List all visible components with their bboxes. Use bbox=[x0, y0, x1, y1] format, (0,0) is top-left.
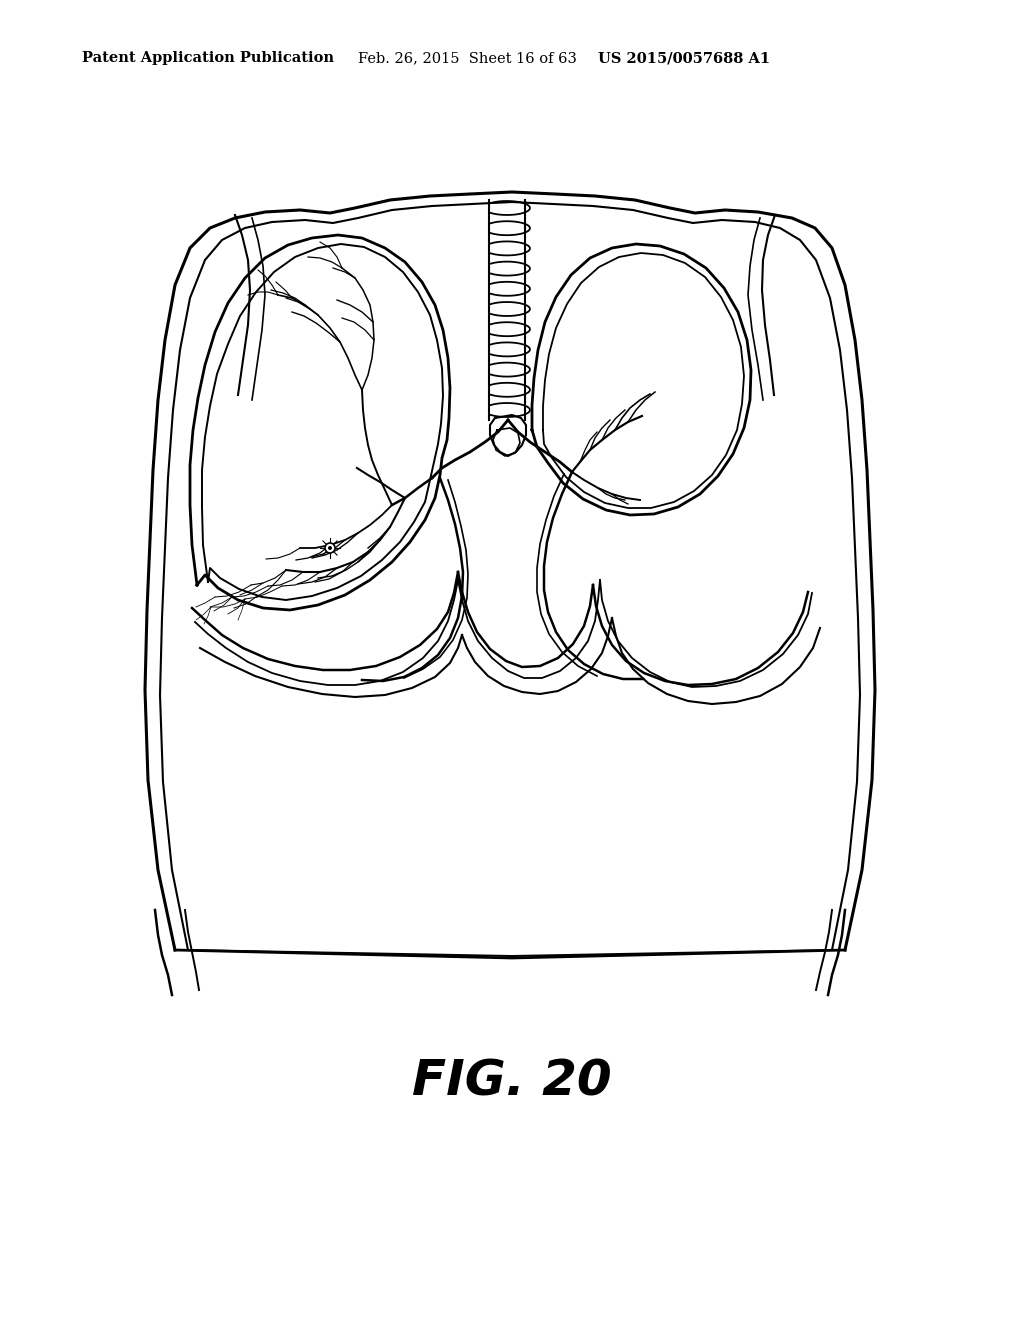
Circle shape bbox=[328, 546, 332, 550]
Circle shape bbox=[325, 543, 335, 553]
Text: FIG. 20: FIG. 20 bbox=[413, 1059, 611, 1106]
Text: US 2015/0057688 A1: US 2015/0057688 A1 bbox=[598, 51, 770, 65]
Text: Feb. 26, 2015  Sheet 16 of 63: Feb. 26, 2015 Sheet 16 of 63 bbox=[358, 51, 577, 65]
Text: Patent Application Publication: Patent Application Publication bbox=[82, 51, 334, 65]
